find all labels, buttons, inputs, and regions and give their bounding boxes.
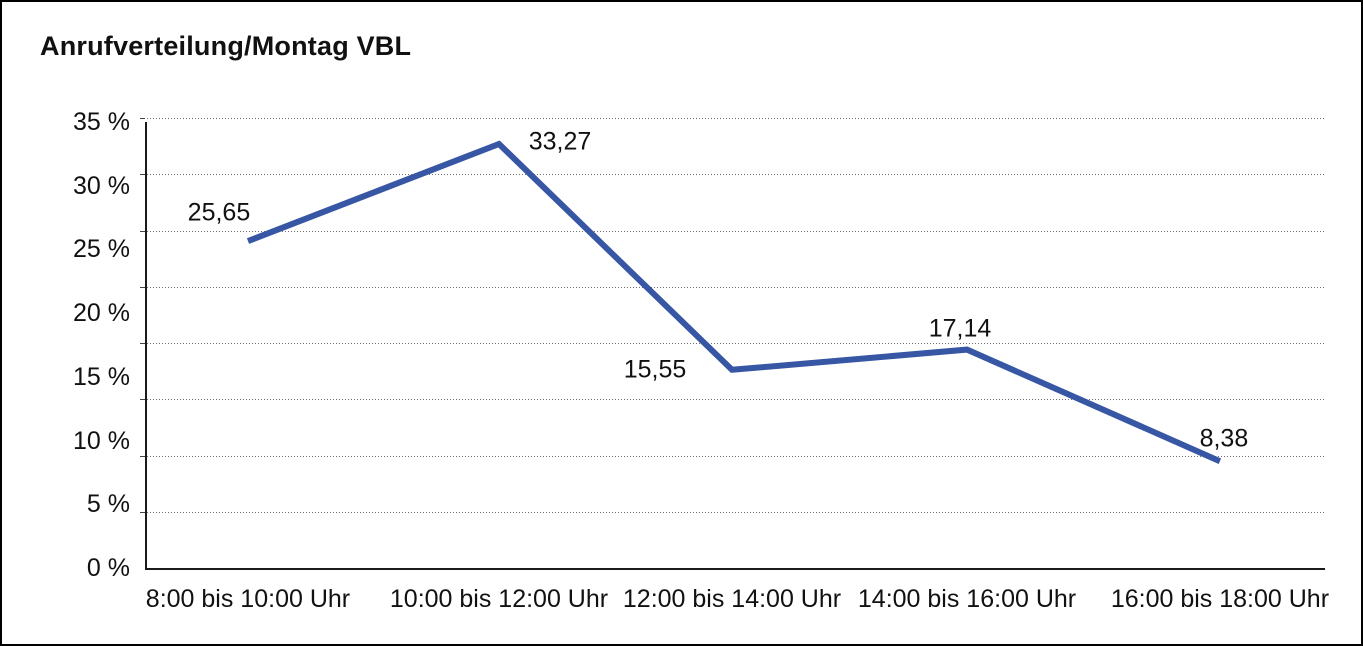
y-axis-tick (140, 174, 145, 176)
x-axis-label: 10:00 bis 12:00 Uhr (389, 585, 609, 613)
y-tick-label: 20 % (73, 299, 130, 328)
y-tick-label: 10 % (73, 426, 130, 455)
y-tick-label: 25 % (73, 235, 130, 264)
gridline (147, 455, 1325, 457)
data-point-label: 15,55 (623, 355, 687, 384)
data-point-label: 33,27 (528, 127, 592, 156)
y-tick-label: 35 % (73, 108, 130, 136)
data-point-label: 25,65 (187, 198, 251, 227)
y-tick-label: 30 % (73, 171, 130, 200)
y-tick-label: 5 % (86, 490, 130, 519)
x-axis-label: 16:00 bis 18:00 Uhr (1110, 585, 1330, 613)
data-point-label: 8,38 (1199, 424, 1249, 453)
chart-title: Anrufverteilung/Montag VBL (40, 31, 412, 61)
x-axis-label: 12:00 bis 14:00 Uhr (622, 585, 842, 613)
plot-area (140, 118, 1325, 570)
gridline (147, 118, 1325, 119)
y-axis-tick (140, 230, 145, 232)
x-axis-label: 8:00 bis 10:00 Uhr (145, 585, 351, 613)
y-axis-tick (140, 118, 145, 119)
y-axis-tick (140, 399, 145, 401)
gridline (147, 174, 1325, 176)
y-tick-label: 0 % (86, 554, 130, 582)
gridline (147, 230, 1325, 232)
x-axis-label: 14:00 bis 16:00 Uhr (857, 585, 1077, 613)
y-axis-tick (140, 511, 145, 513)
gridline (147, 511, 1325, 513)
gridline (147, 286, 1325, 288)
gridline (147, 399, 1325, 401)
y-tick-label: 15 % (73, 362, 130, 391)
gridline (147, 343, 1325, 344)
y-axis-tick (140, 343, 145, 344)
y-axis-tick (140, 455, 145, 457)
y-axis-tick (140, 286, 145, 288)
data-point-label: 17,14 (928, 314, 992, 343)
